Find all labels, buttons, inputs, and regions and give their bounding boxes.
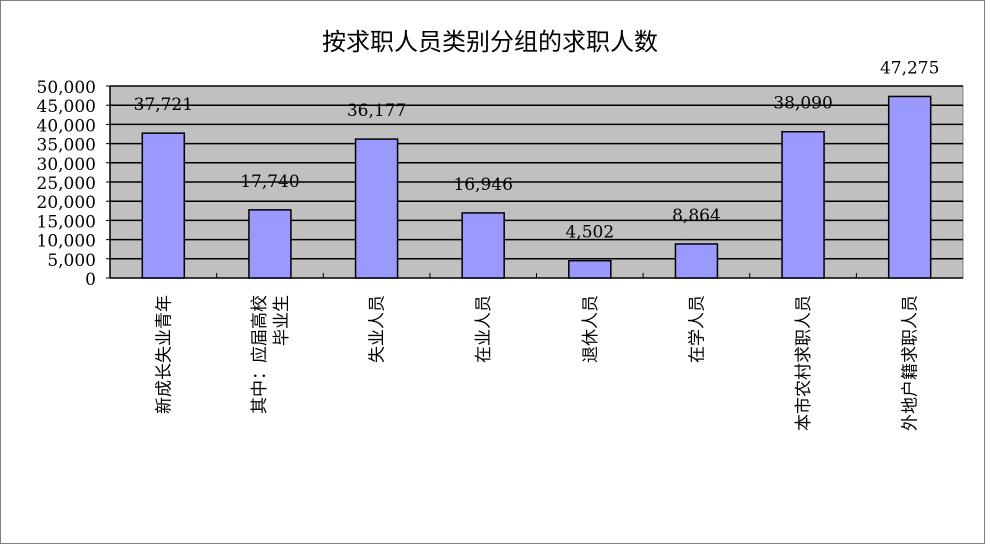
y-tick-label: 5,000 (47, 251, 96, 271)
y-tick-label: 20,000 (37, 193, 96, 213)
chart-title: 按求职人员类别分组的求职人数 (322, 28, 658, 56)
y-tick-label: 0 (85, 270, 96, 290)
category-label: 退休人员 (581, 295, 601, 363)
data-label: 37,721 (134, 95, 193, 115)
data-label: 16,946 (453, 175, 512, 195)
data-label: 8,864 (672, 206, 721, 226)
category-label: 新成长失业青年 (154, 295, 174, 414)
data-label: 17,740 (240, 172, 299, 192)
data-label: 47,275 (880, 58, 939, 78)
category-label: 失业人员 (368, 295, 388, 363)
plot-area: 05,00010,00015,00020,00025,00030,00035,0… (37, 58, 964, 431)
bar (354, 138, 399, 279)
y-tick-label: 25,000 (37, 174, 96, 194)
category-label: 其中：应届高校 (250, 295, 270, 414)
bar (461, 212, 505, 279)
bar (887, 95, 932, 279)
category-label: 本市农村求职人员 (794, 295, 814, 431)
y-tick-label: 15,000 (37, 212, 96, 232)
y-tick-label: 40,000 (37, 116, 96, 136)
bar (568, 259, 612, 279)
y-tick-label: 45,000 (37, 97, 96, 117)
category-label: 在业人员 (474, 295, 494, 363)
bar (781, 130, 825, 279)
y-tick-label: 10,000 (37, 232, 96, 252)
bar (248, 209, 292, 279)
bar (674, 243, 719, 279)
data-label: 4,502 (565, 223, 614, 243)
data-label: 38,090 (773, 94, 832, 114)
category-label: 在学人员 (687, 295, 707, 363)
category-label: 毕业生 (272, 295, 292, 346)
y-tick-label: 30,000 (37, 155, 96, 175)
y-tick-label: 35,000 (37, 136, 96, 156)
category-label: 外地户籍求职人员 (901, 295, 921, 431)
data-label: 36,177 (347, 101, 406, 121)
y-tick-label: 50,000 (37, 78, 96, 98)
bar (141, 132, 186, 279)
